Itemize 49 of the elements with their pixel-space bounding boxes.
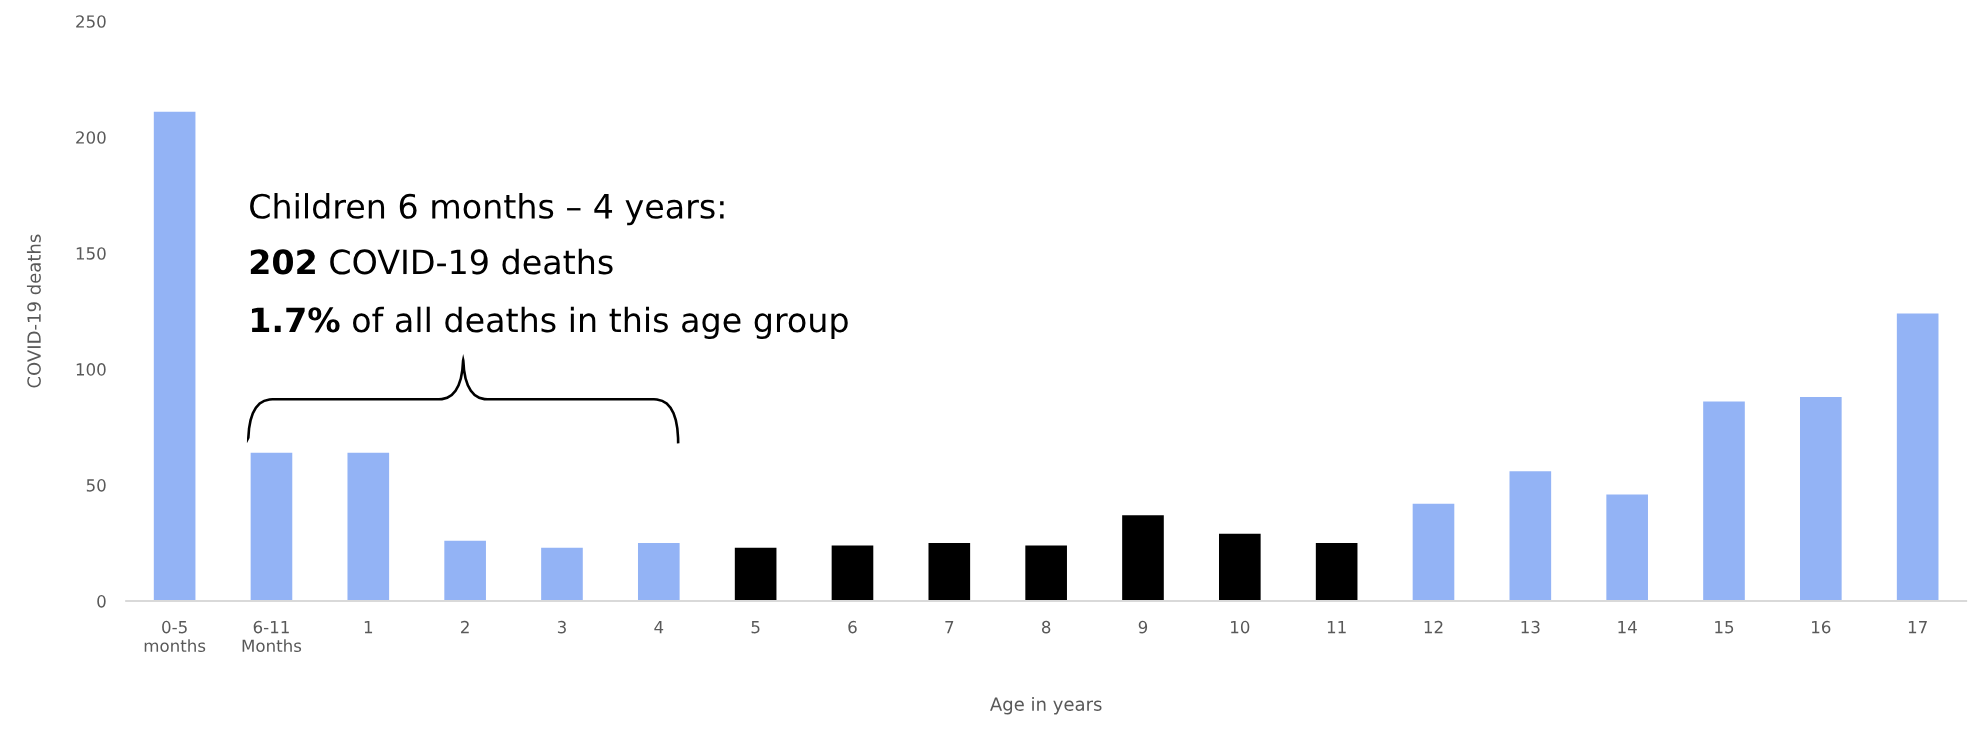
x-tick-label: 12 (1424, 620, 1443, 634)
bar (928, 543, 971, 602)
bar (1896, 313, 1939, 602)
x-tick-label: 16 (1812, 620, 1831, 634)
y-tick-label: 200 (76, 131, 106, 144)
x-tick-label: 15 (1715, 621, 1734, 634)
bar (1412, 503, 1455, 602)
annotation: Children 6 months – 4 years: (250, 193, 724, 226)
bar (153, 111, 196, 602)
x-tick-label: 8 (1041, 620, 1051, 634)
y-axis-title: COVID-19 deaths (26, 234, 41, 388)
x-tick-label: 2 (461, 620, 469, 634)
annotation: 1.7% of all deaths in this age group (251, 306, 848, 339)
bar (1800, 396, 1842, 602)
y-tick-label: 150 (76, 247, 106, 260)
x-tick-label: 5 (751, 621, 760, 634)
bar (734, 547, 777, 602)
bar (831, 545, 874, 602)
x-tick-label: 4 (654, 621, 664, 634)
bar (347, 452, 390, 602)
x-tick-label: 10 (1231, 620, 1250, 634)
bar (1703, 401, 1745, 602)
x-axis-title: Age in years (990, 696, 1102, 715)
x-tick-label: 9 (1138, 620, 1148, 634)
x-tick-label: 14 (1618, 621, 1637, 634)
bar (1025, 545, 1067, 602)
x-tick-label: 17 (1908, 621, 1927, 634)
bar (637, 543, 680, 602)
x-tick-label: 3 (557, 620, 566, 634)
x-tick-label: 0-5 months (144, 620, 206, 653)
x-tick-label: 1 (364, 621, 373, 634)
bar (1606, 494, 1648, 602)
bar (1219, 533, 1261, 602)
y-tick-label: 50 (86, 479, 106, 492)
bar (541, 547, 583, 602)
annotation: 202 COVID-19 deaths (250, 248, 613, 275)
bar (250, 452, 293, 602)
x-tick-label: 13 (1521, 620, 1540, 634)
bar (1122, 515, 1164, 602)
bar (1509, 471, 1552, 602)
bar (1315, 543, 1358, 602)
y-tick-label: 250 (76, 15, 106, 28)
x-tick-label: 6-11 Months (242, 620, 302, 653)
y-tick-label: 100 (76, 363, 106, 376)
x-tick-label: 6 (848, 620, 857, 634)
y-tick-label: 0 (97, 595, 106, 608)
x-tick-label: 7 (945, 621, 954, 634)
x-tick-label: 11 (1327, 621, 1346, 634)
bar (444, 540, 486, 602)
